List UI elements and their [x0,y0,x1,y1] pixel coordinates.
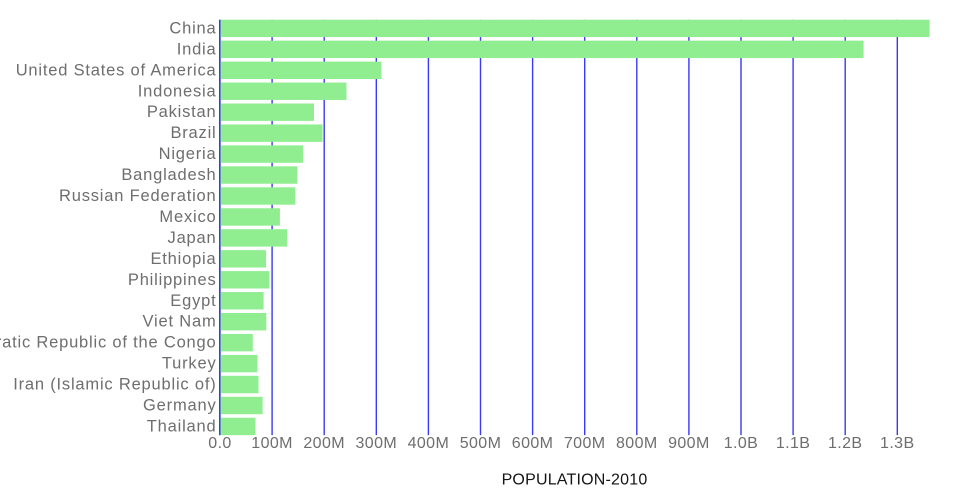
svg-text:Ethiopia: Ethiopia [150,250,216,268]
svg-text:200M: 200M [303,435,345,452]
svg-text:Japan: Japan [168,229,217,247]
svg-text:800M: 800M [616,435,658,452]
svg-text:Germany: Germany [143,397,216,415]
svg-text:China: China [169,19,216,37]
svg-text:Russian Federation: Russian Federation [59,187,216,205]
svg-text:Pakistan: Pakistan [147,103,217,121]
svg-text:500M: 500M [460,435,502,452]
svg-text:Mexico: Mexico [159,208,216,226]
svg-text:1.0B: 1.0B [724,435,759,452]
svg-text:Democratic Republic of the Con: Democratic Republic of the Congo [0,334,217,352]
svg-text:India: India [177,40,217,58]
svg-text:700M: 700M [564,435,606,452]
svg-text:1.3B: 1.3B [880,435,915,452]
svg-text:100M: 100M [251,435,293,452]
svg-text:United States of America: United States of America [16,61,217,79]
svg-text:300M: 300M [355,435,397,452]
svg-text:Indonesia: Indonesia [138,82,217,100]
svg-text:Viet Nam: Viet Nam [143,313,217,331]
svg-text:600M: 600M [512,435,554,452]
svg-text:Brazil: Brazil [170,124,216,142]
svg-text:400M: 400M [408,435,450,452]
svg-text:Thailand: Thailand [147,417,217,435]
svg-text:1.2B: 1.2B [828,435,863,452]
svg-text:Bangladesh: Bangladesh [121,166,216,184]
svg-text:POPULATION-2010: POPULATION-2010 [502,472,648,489]
svg-text:0.0: 0.0 [208,435,231,452]
svg-text:Nigeria: Nigeria [159,145,217,163]
svg-text:Iran (Islamic Republic of): Iran (Islamic Republic of) [13,376,216,394]
svg-text:Turkey: Turkey [162,355,217,373]
svg-text:900M: 900M [668,435,710,452]
svg-text:Egypt: Egypt [170,292,216,310]
svg-text:1.1B: 1.1B [776,435,811,452]
svg-text:Philippines: Philippines [128,271,217,289]
